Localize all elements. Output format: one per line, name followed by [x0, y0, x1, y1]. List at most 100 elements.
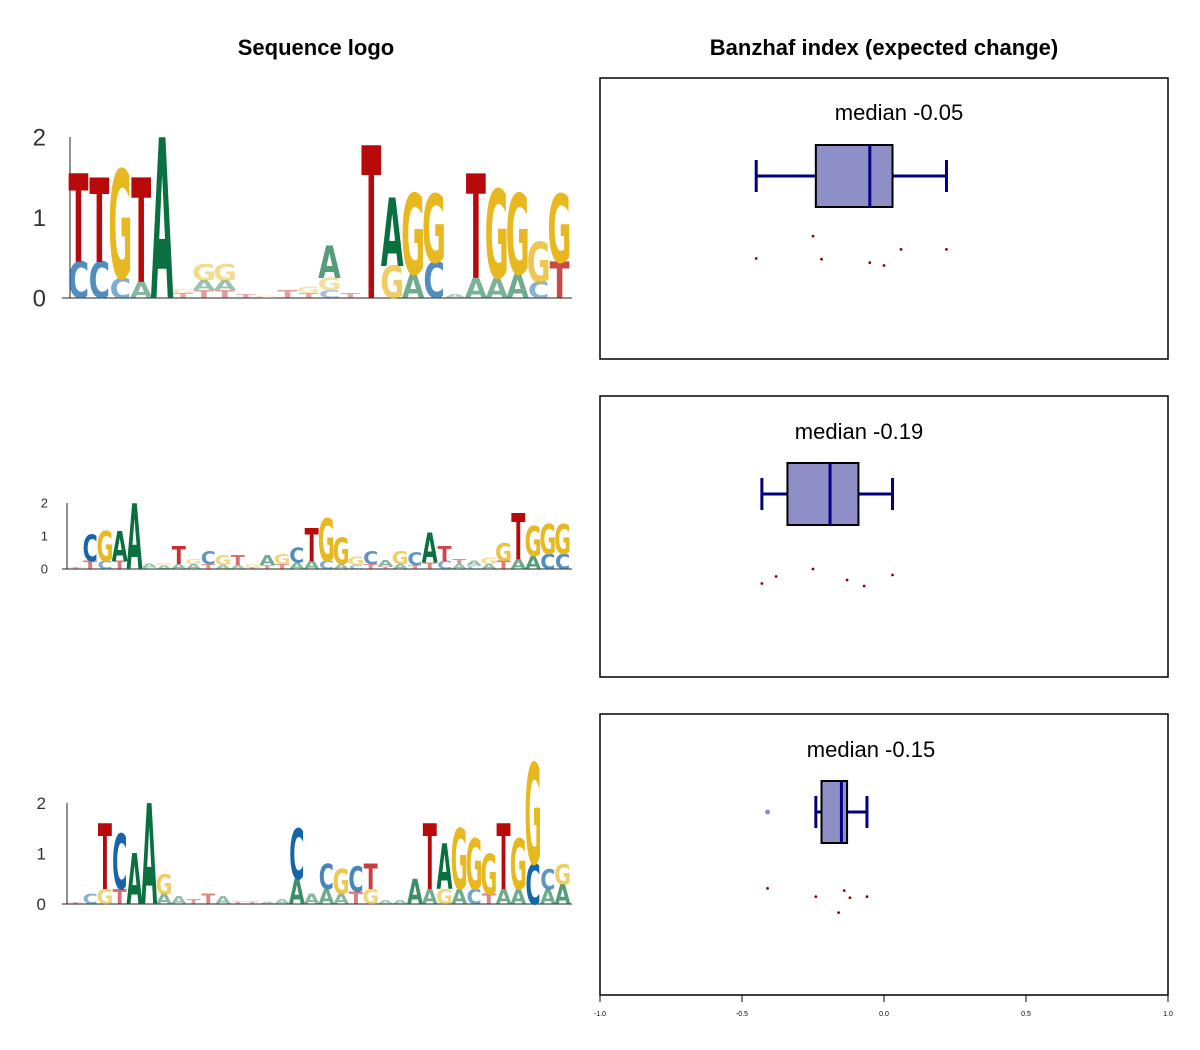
logo-letter-G: G	[297, 285, 321, 295]
logo-letter-C: C	[407, 548, 422, 569]
logo-letter-C: C	[68, 252, 89, 310]
logo-letter-T: T	[511, 501, 525, 575]
logo-letter-T: T	[113, 885, 127, 909]
logo-letter-T: T	[89, 155, 109, 289]
logo-letter-T: T	[275, 563, 290, 571]
boxplot-panel-3: median -0.15	[599, 713, 1169, 996]
logo-letter-A: A	[259, 901, 276, 905]
logo-letter-G: G	[192, 261, 216, 287]
x-tick-label: 0.0	[879, 1011, 889, 1018]
logo-letter-A: A	[141, 777, 157, 938]
jitter-point	[845, 578, 849, 582]
logo-letter-T: T	[482, 892, 496, 908]
logo-letter-A: A	[451, 563, 467, 571]
jitter-point	[811, 567, 815, 571]
logo-letter-C: C	[348, 860, 363, 900]
median-label: median -0.15	[807, 737, 935, 762]
logo-letter-G: G	[554, 516, 571, 564]
logo-letter-T: T	[423, 806, 437, 911]
logo-letter-T: T	[361, 105, 381, 349]
logo-letter-T: T	[194, 289, 214, 301]
logo-letter-T: T	[98, 806, 112, 911]
logo-letter-A: A	[151, 95, 174, 352]
logo-letter-A: A	[259, 553, 276, 569]
logo-letter-C: C	[437, 559, 452, 572]
logo-letter-T: T	[231, 553, 245, 569]
y-tick-label: 0	[41, 562, 48, 577]
logo-letter-A: A	[407, 872, 423, 912]
jitter-point	[891, 573, 894, 577]
logo-letter-G: G	[392, 547, 409, 568]
logo-letter-A: A	[171, 563, 187, 571]
logo-letter-G: G	[255, 295, 279, 299]
logo-letter-G: G	[451, 813, 468, 909]
logo-letter-T: T	[497, 806, 511, 911]
logo-letter-T: T	[437, 542, 451, 566]
logo-letter-A: A	[555, 878, 571, 911]
logo-letter-C: C	[540, 550, 555, 574]
logo-letter-T: T	[278, 289, 298, 301]
logo-letter-C: C	[201, 547, 216, 568]
jitter-point	[848, 896, 852, 900]
boxplot-panel-1: median -0.05	[599, 77, 1169, 360]
logo-letter-G: G	[525, 518, 542, 566]
sequence-logo-title: Sequence logo	[238, 35, 394, 60]
logo-letter-T: T	[305, 520, 319, 573]
logo-letter-G: G	[539, 516, 556, 564]
logo-letter-A: A	[333, 892, 349, 908]
logo-letter-A: A	[377, 899, 393, 906]
logo-letter-G: G	[333, 531, 350, 573]
jitter-point	[882, 264, 886, 267]
jitter-point	[760, 582, 764, 585]
jitter-point	[868, 261, 872, 265]
jitter-point	[820, 257, 823, 261]
logo-letter-G: G	[422, 177, 446, 285]
iqr-box	[786, 462, 860, 526]
logo-letter-A: A	[402, 268, 425, 306]
jitter-point	[754, 257, 758, 260]
logo-letter-G: G	[244, 563, 261, 568]
logo-letter-G: G	[506, 173, 530, 302]
logo-letter-A: A	[318, 237, 341, 289]
logo-letter-G: G	[215, 553, 232, 569]
iqr-box	[820, 780, 849, 844]
logo-letter-C: C	[83, 528, 98, 570]
logo-letter-G: G	[317, 275, 341, 295]
logo-letter-A: A	[289, 872, 305, 912]
logo-letter-G: G	[510, 827, 527, 907]
logo-letter-C: C	[466, 885, 481, 909]
logo-letter-A: A	[496, 885, 512, 909]
boxplot-panel-2: median -0.19	[599, 395, 1169, 678]
logo-letter-A: A	[485, 273, 508, 305]
logo-letter-C: C	[319, 559, 334, 572]
logo-letter-A: A	[130, 278, 153, 304]
logo-letter-T: T	[201, 892, 215, 908]
logo-letter-T: T	[246, 567, 260, 570]
logo-letter-A: A	[377, 558, 394, 569]
logo-letter-A: A	[451, 885, 467, 909]
logo-letter-C: C	[97, 559, 112, 572]
logo-letter-G: G	[156, 868, 173, 901]
jitter-point	[862, 584, 866, 588]
logo-letter-A: A	[156, 565, 173, 570]
logo-letter-A: A	[171, 894, 187, 906]
logo-letter-T: T	[83, 559, 98, 572]
logo-letter-T: T	[173, 292, 194, 300]
y-tick-label: 2	[41, 496, 48, 511]
logo-letter-T: T	[423, 560, 437, 571]
logo-letter-T: T	[408, 564, 423, 570]
logo-letter-G: G	[171, 288, 195, 295]
logo-letter-G: G	[213, 261, 237, 287]
logo-letter-G: G	[108, 140, 132, 313]
logo-letter-G: G	[96, 885, 113, 909]
logo-letter-C: C	[289, 544, 304, 568]
logo-letter-T: T	[231, 901, 245, 905]
median-label: median -0.19	[795, 419, 923, 444]
jitter-point	[774, 575, 778, 578]
logo-letter-G: G	[333, 862, 350, 902]
logo-letter-T: T	[201, 563, 216, 571]
jitter-point	[945, 248, 948, 251]
